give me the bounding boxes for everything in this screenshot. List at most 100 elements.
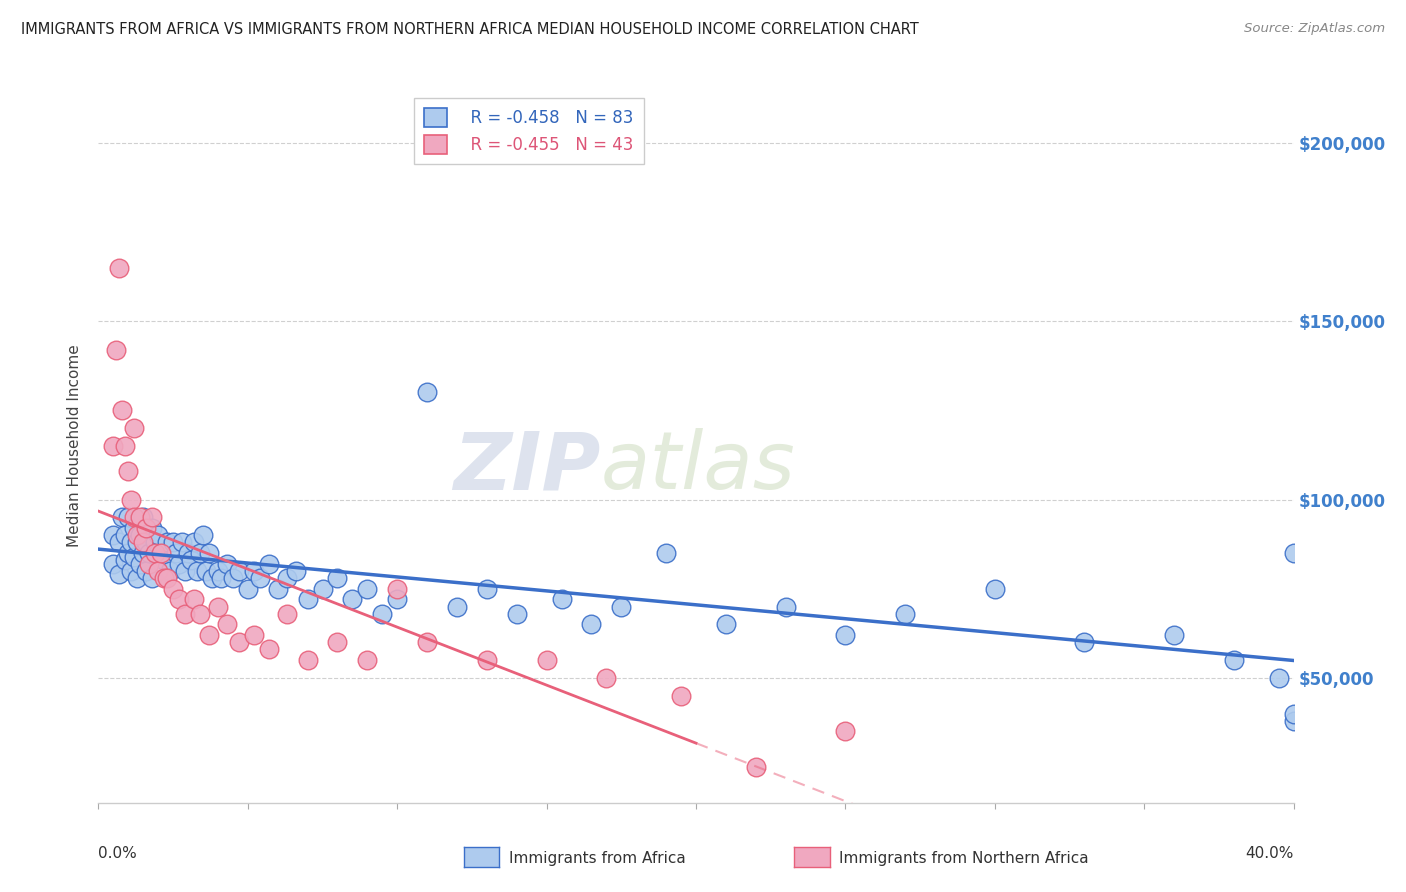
Point — [129, 510, 152, 524]
Legend:   R = -0.458   N = 83,   R = -0.455   N = 43: R = -0.458 N = 83, R = -0.455 N = 43 — [413, 97, 644, 164]
Point — [105, 343, 128, 357]
Point — [141, 571, 163, 585]
Point — [174, 564, 197, 578]
Point — [156, 535, 179, 549]
Point — [257, 557, 280, 571]
Point — [385, 592, 409, 607]
Point — [215, 557, 238, 571]
Point — [127, 571, 149, 585]
Point — [506, 607, 529, 621]
Text: Source: ZipAtlas.com: Source: ZipAtlas.com — [1244, 22, 1385, 36]
Point — [894, 607, 917, 621]
Point — [111, 510, 134, 524]
Point — [150, 546, 173, 560]
Point — [143, 546, 166, 560]
Point — [186, 564, 208, 578]
Point — [416, 385, 439, 400]
Point — [172, 535, 194, 549]
Point — [183, 592, 205, 607]
Point — [165, 546, 187, 560]
Point — [342, 592, 364, 607]
Point — [207, 599, 229, 614]
Point — [209, 571, 232, 585]
Point — [1073, 635, 1095, 649]
Point — [180, 553, 202, 567]
Point — [775, 599, 797, 614]
Point — [276, 571, 298, 585]
Point — [228, 564, 250, 578]
Point — [745, 760, 768, 774]
Text: IMMIGRANTS FROM AFRICA VS IMMIGRANTS FROM NORTHERN AFRICA MEDIAN HOUSEHOLD INCOM: IMMIGRANTS FROM AFRICA VS IMMIGRANTS FRO… — [21, 22, 920, 37]
Point — [371, 607, 394, 621]
Point — [201, 571, 224, 585]
Point — [385, 582, 409, 596]
Point — [111, 403, 134, 417]
Point — [167, 557, 190, 571]
Point — [103, 439, 125, 453]
Point — [1282, 706, 1305, 721]
Point — [150, 546, 173, 560]
Point — [117, 464, 139, 478]
Point — [1223, 653, 1246, 667]
Point — [297, 653, 319, 667]
Point — [177, 546, 200, 560]
Point — [124, 421, 146, 435]
Text: 40.0%: 40.0% — [1246, 846, 1294, 861]
Point — [222, 571, 245, 585]
Point — [114, 439, 136, 453]
Point — [167, 592, 190, 607]
Point — [191, 528, 214, 542]
Point — [714, 617, 737, 632]
Point — [236, 582, 259, 596]
Point — [148, 564, 170, 578]
Point — [276, 607, 298, 621]
Point — [284, 564, 307, 578]
Text: 0.0%: 0.0% — [98, 846, 138, 861]
Point — [249, 571, 271, 585]
Point — [103, 528, 125, 542]
Point — [148, 528, 170, 542]
Point — [198, 628, 221, 642]
Point — [1282, 546, 1305, 560]
Point — [174, 607, 197, 621]
Point — [132, 510, 155, 524]
Point — [1163, 628, 1185, 642]
Point — [243, 564, 266, 578]
Point — [162, 535, 184, 549]
Point — [141, 510, 163, 524]
Text: Immigrants from Africa: Immigrants from Africa — [509, 851, 686, 865]
Point — [162, 582, 184, 596]
Point — [127, 528, 149, 542]
Point — [215, 617, 238, 632]
Point — [669, 689, 692, 703]
Point — [581, 617, 603, 632]
Point — [207, 564, 229, 578]
Point — [416, 635, 439, 649]
Point — [108, 260, 131, 275]
Point — [1267, 671, 1289, 685]
Point — [117, 546, 139, 560]
Point — [550, 592, 572, 607]
Point — [267, 582, 290, 596]
Point — [984, 582, 1007, 596]
Point — [475, 582, 498, 596]
Point — [595, 671, 617, 685]
Point — [326, 635, 349, 649]
Point — [188, 546, 211, 560]
Y-axis label: Median Household Income: Median Household Income — [67, 344, 83, 548]
Text: atlas: atlas — [600, 428, 796, 507]
Point — [129, 528, 152, 542]
Point — [124, 549, 146, 564]
Point — [132, 546, 155, 560]
Point — [156, 571, 179, 585]
Point — [114, 553, 136, 567]
Point — [257, 642, 280, 657]
Point — [356, 582, 378, 596]
Point — [326, 571, 349, 585]
Point — [132, 535, 155, 549]
Point — [124, 510, 146, 524]
Point — [153, 571, 176, 585]
Point — [138, 557, 160, 571]
Point — [135, 564, 157, 578]
Point — [228, 635, 250, 649]
